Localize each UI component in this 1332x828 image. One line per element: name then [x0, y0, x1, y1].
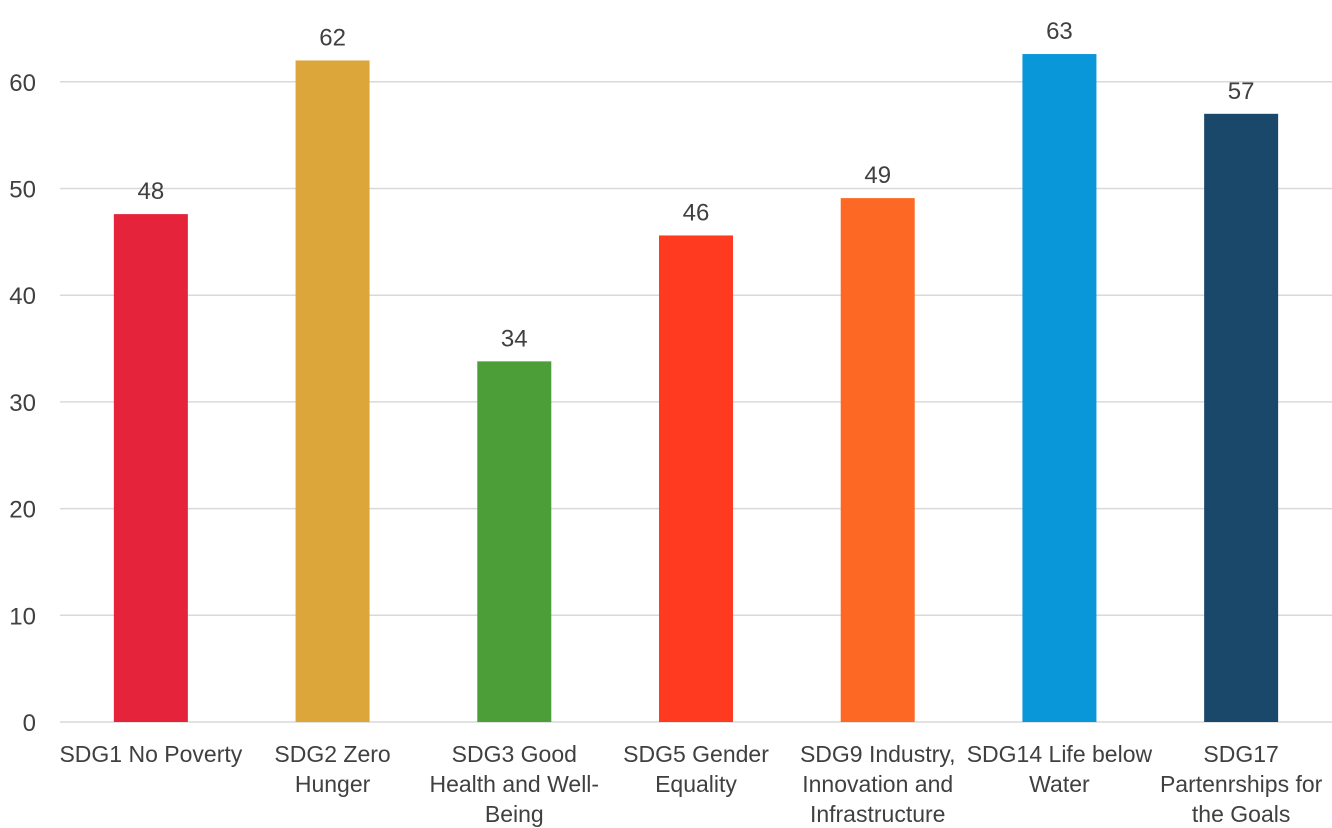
y-axis-ticks: 0 10 20 30 40 50 60	[9, 70, 36, 737]
data-label: 62	[319, 24, 346, 51]
category-label: Equality	[655, 771, 737, 797]
category-label: Innovation and	[802, 771, 953, 797]
category-label: SDG14 Life below	[967, 741, 1153, 767]
y-tick-label: 60	[9, 70, 36, 97]
bar	[1204, 113, 1279, 722]
category-label: the Goals	[1192, 801, 1290, 827]
y-tick-label: 10	[9, 603, 36, 630]
bar	[295, 60, 370, 722]
category-label: Health and Well-	[429, 771, 599, 797]
category-label: Being	[485, 801, 544, 827]
y-tick-label: 30	[9, 390, 36, 417]
data-label: 63	[1046, 18, 1073, 45]
category-label: Infrastructure	[810, 801, 946, 827]
y-tick-label: 40	[9, 283, 36, 310]
data-label: 57	[1228, 78, 1255, 105]
category-label: SDG3 Good	[452, 741, 577, 767]
category-label: Hunger	[295, 771, 371, 797]
data-label: 48	[138, 178, 165, 205]
category-label: SDG1 No Poverty	[59, 741, 242, 767]
data-label: 34	[501, 325, 528, 352]
data-labels: 48 62 34 46 49 63 57	[138, 18, 1255, 352]
category-label: SDG5 Gender	[623, 741, 769, 767]
y-tick-label: 0	[23, 710, 36, 737]
data-label: 46	[683, 199, 710, 226]
bars	[113, 54, 1279, 723]
category-label: SDG17	[1203, 741, 1278, 767]
y-tick-label: 20	[9, 497, 36, 524]
category-label: Water	[1029, 771, 1090, 797]
bar	[113, 214, 188, 722]
bar	[659, 235, 733, 722]
bar	[1022, 54, 1097, 723]
bar	[840, 198, 915, 722]
x-axis-categories: SDG1 No Poverty SDG2 Zero Hunger SDG3 Good H…	[59, 741, 1322, 827]
category-label: SDG9 Industry,	[800, 741, 956, 767]
category-label: SDG2 Zero	[274, 741, 390, 767]
data-label: 49	[864, 162, 891, 189]
category-label: Partenrships for	[1160, 771, 1323, 797]
y-tick-label: 50	[9, 177, 36, 204]
bar	[477, 361, 552, 722]
